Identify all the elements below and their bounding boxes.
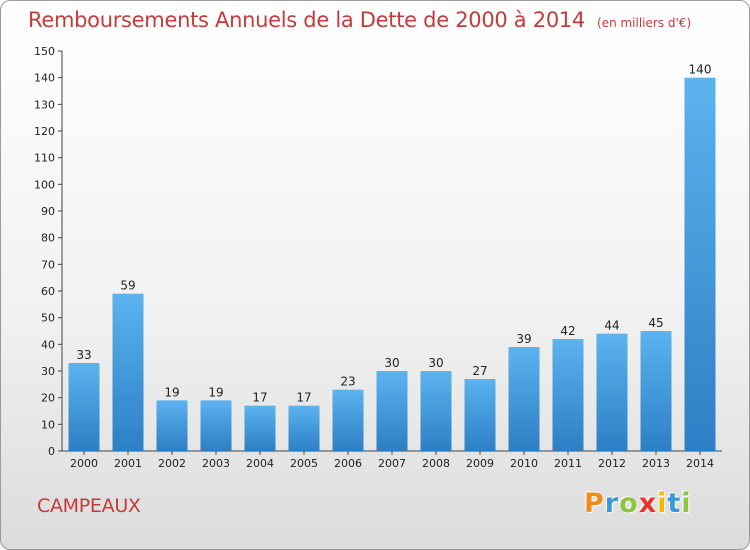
x-tick-label: 2014 [686,457,714,470]
y-tick-label: 110 [34,152,55,165]
y-tick-label: 30 [41,365,55,378]
x-tick-label: 2000 [70,457,98,470]
y-tick-label: 100 [34,178,55,191]
bar [112,293,144,451]
chart-title-block: Remboursements Annuels de la Dette de 20… [28,8,691,32]
chart-axes: 0 10 20 30 40 50 60 70 80 90 100 110 120 130 140 150 [34,45,722,458]
bar [376,371,408,451]
y-tick-label: 50 [41,312,55,325]
bar [596,333,628,451]
data-label: 42 [560,324,575,338]
x-tick-label: 2012 [598,457,626,470]
x-tick-label: 2007 [378,457,406,470]
bar [508,347,540,451]
x-tick-label: 2008 [422,457,450,470]
y-tick-label: 140 [34,72,55,85]
logo-letter: o [619,488,639,519]
logo-letter: t [667,488,682,519]
y-tick-label: 80 [41,232,55,245]
y-tick-label: 10 [41,418,55,431]
logo-letter: P [584,488,605,519]
data-label: 23 [340,375,355,389]
bar [156,400,188,451]
y-tick-label: 0 [48,445,55,458]
data-label: 17 [296,391,311,405]
x-tick-label: 2003 [202,457,230,470]
y-tick-label: 120 [34,125,55,138]
chart-bars [68,77,716,452]
y-tick-label: 70 [41,258,55,271]
data-label: 19 [164,385,179,399]
chart-title: Remboursements Annuels de la Dette de 20… [28,8,585,32]
x-tick-label: 2013 [642,457,670,470]
data-label: 59 [120,279,135,293]
data-label: 27 [472,364,487,378]
x-tick-label: 2002 [158,457,186,470]
logo-letter: x [638,488,658,519]
bar [200,400,232,451]
y-tick-label: 20 [41,392,55,405]
x-tick-label: 2005 [290,457,318,470]
bar [332,389,364,451]
x-tick-label: 2010 [510,457,538,470]
bar [420,371,452,451]
x-tick-label: 2004 [246,457,274,470]
y-tick-label: 130 [34,98,55,111]
bar [68,363,100,451]
logo-letter: i [657,488,668,519]
chart-labels: 2000 33 2001 59 2002 19 2003 19 2004 17 2005 17 2006… [70,63,714,470]
x-tick-label: 2006 [334,457,362,470]
data-label: 19 [208,385,223,399]
logo-letter: r [604,488,620,519]
bar [244,405,276,451]
x-tick-label: 2001 [114,457,142,470]
chart-unit: (en milliers d'€) [597,16,692,30]
data-label: 17 [252,391,267,405]
x-tick-label: 2011 [554,457,582,470]
logo-letter: i [681,488,692,519]
data-label: 30 [428,356,443,370]
bar [464,379,496,451]
y-tick-label: 90 [41,205,55,218]
data-label: 39 [516,332,531,346]
x-tick-label: 2009 [466,457,494,470]
commune-name: CAMPEAUX [37,495,141,517]
bar [288,405,320,451]
data-label: 33 [76,348,91,362]
y-tick-label: 40 [41,338,55,351]
y-tick-label: 150 [34,45,55,58]
data-label: 140 [689,63,712,77]
bar [640,331,672,451]
data-label: 45 [648,316,663,330]
proxiti-logo: Proxiti [584,488,692,519]
data-label: 30 [384,356,399,370]
y-tick-label: 60 [41,285,55,298]
data-label: 44 [604,319,619,333]
bar [552,339,584,451]
bar [684,77,716,452]
